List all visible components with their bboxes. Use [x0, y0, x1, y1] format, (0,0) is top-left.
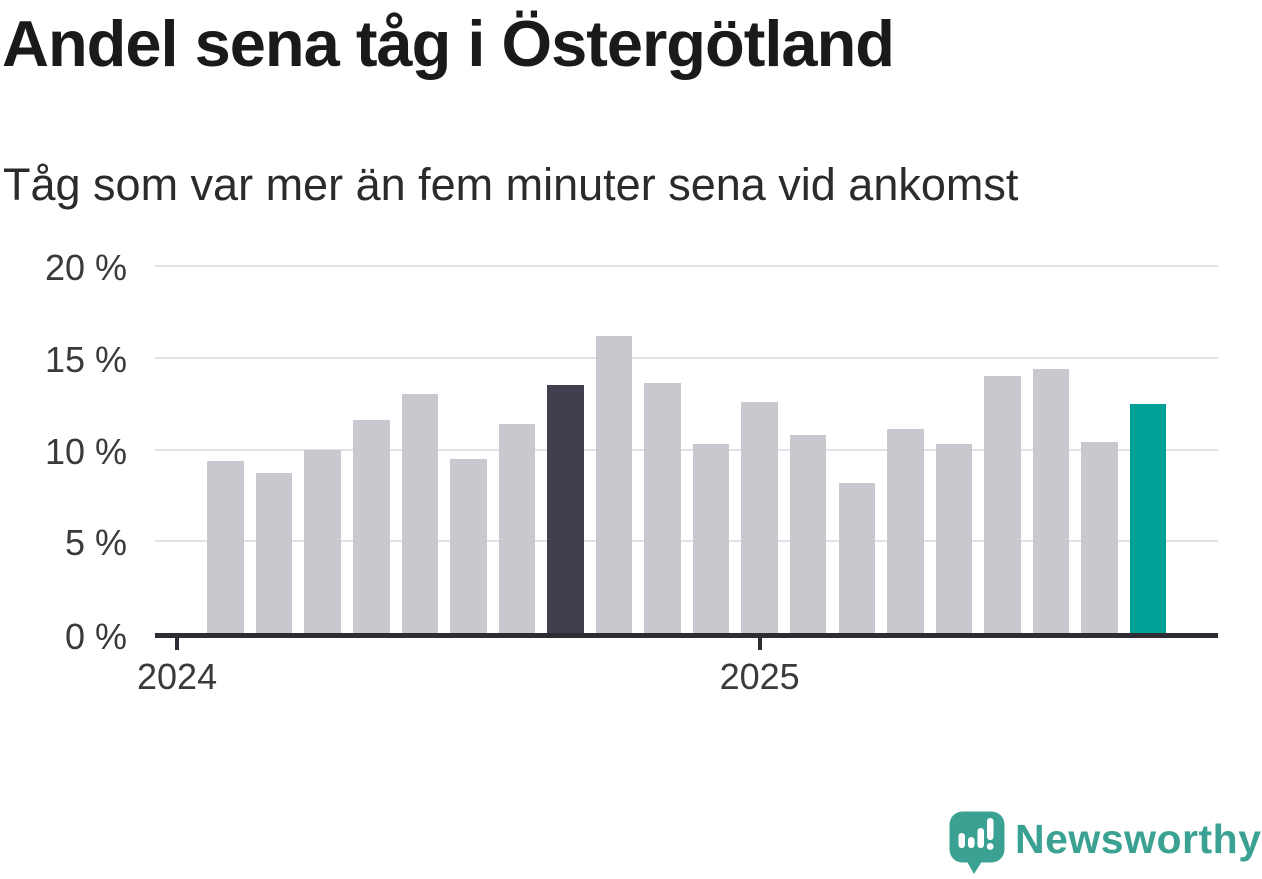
- plot-area: [155, 265, 1218, 633]
- bar-jul-2025: [1032, 368, 1070, 633]
- bar-mar-2025: [838, 482, 875, 633]
- chart-subtitle: Tåg som var mer än fem minuter sena vid …: [3, 159, 1019, 210]
- newsworthy-logo-text: Newsworthy: [1015, 815, 1262, 862]
- gridline-5: [155, 540, 1218, 543]
- y-tick-label-10: 10 %: [44, 430, 127, 472]
- gridline-20: [155, 265, 1218, 267]
- bar-nov-2024: [644, 383, 681, 633]
- bar-jun-2025: [984, 376, 1021, 633]
- bar-jul-2024: [450, 458, 487, 633]
- bar-apr-2025: [887, 429, 924, 633]
- bar-sep-2024: [547, 385, 584, 633]
- bar-mar-2024: [255, 473, 293, 633]
- y-tick-label-5: 5 %: [64, 522, 127, 564]
- bar-jan-2025: [741, 401, 778, 633]
- x-tick-2024: [175, 638, 180, 650]
- newsworthy-logo: Newsworthy: [948, 810, 1262, 876]
- chart-title: Andel sena tåg i Östergötland: [2, 7, 895, 80]
- x-tick-2025: [757, 638, 762, 650]
- y-axis-labels: 0 % 5 % 10 % 15 % 20 %: [0, 0, 127, 879]
- gridline-15: [155, 356, 1218, 359]
- bar-maj-2025: [935, 444, 973, 633]
- bar-aug-2025: [1081, 442, 1118, 633]
- bar-jun-2024: [401, 394, 439, 633]
- bar-sep-2025: [1129, 403, 1167, 633]
- gridline-10: [155, 448, 1218, 451]
- bar-aug-2024: [498, 423, 536, 633]
- x-tick-label-2025: 2025: [719, 656, 800, 697]
- bar-maj-2024: [353, 420, 390, 633]
- bar-dec-2024: [692, 444, 730, 633]
- x-tick-label-2024: 2024: [137, 656, 218, 697]
- x-axis-line: [155, 633, 1218, 638]
- bar-apr-2024: [304, 449, 341, 633]
- y-tick-label-0: 0 %: [64, 616, 127, 657]
- bar-okt-2024: [595, 335, 633, 633]
- bar-feb-2025: [789, 434, 827, 633]
- y-tick-label-15: 15 %: [44, 338, 127, 380]
- newsworthy-logo-icon: [949, 811, 1005, 874]
- y-tick-label-20: 20 %: [44, 247, 127, 288]
- bar-feb-2024: [207, 460, 244, 633]
